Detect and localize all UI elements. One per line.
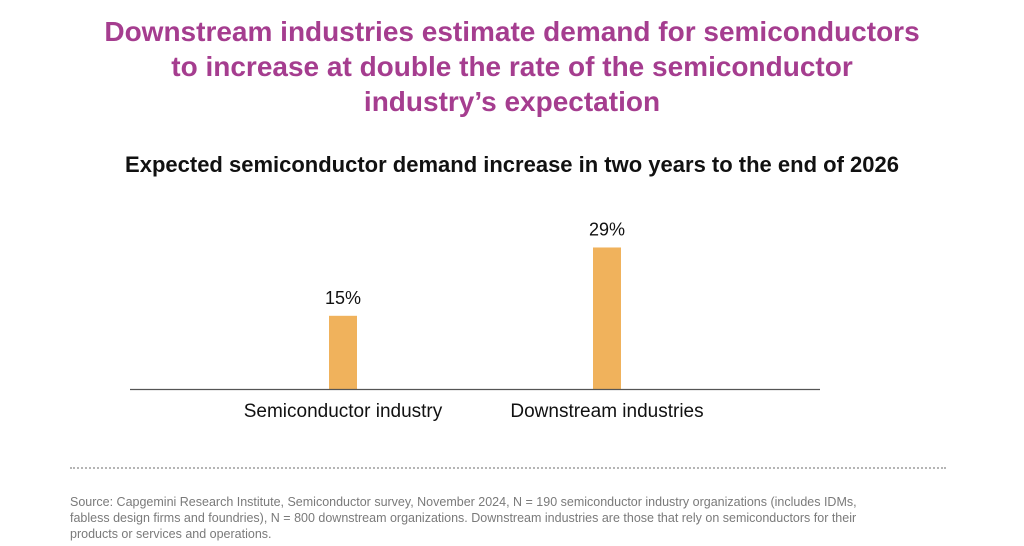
bar-2 (593, 247, 621, 389)
source-line-2: fabless design firms and foundries), N =… (70, 511, 857, 525)
chart-title: Expected semiconductor demand increase i… (125, 152, 899, 177)
headline-line-3: industry’s expectation (363, 86, 661, 117)
data-label-1: 15% (325, 288, 361, 308)
bar-1 (329, 315, 357, 389)
category-label-2: Downstream industries (510, 401, 703, 422)
headline-line-1: Downstream industries estimate demand fo… (104, 16, 920, 47)
divider-dotted (70, 467, 946, 469)
source-line-3: products or services and operations. (70, 527, 272, 541)
source-line-1: Source: Capgemini Research Institute, Se… (70, 495, 857, 509)
headline-line-2: to increase at double the rate of the se… (171, 51, 853, 82)
category-label-1: Semiconductor industry (244, 401, 443, 422)
data-label-2: 29% (589, 219, 625, 239)
page-headline: Downstream industries estimate demand fo… (62, 14, 962, 119)
source-note: Source: Capgemini Research Institute, Se… (70, 494, 970, 542)
